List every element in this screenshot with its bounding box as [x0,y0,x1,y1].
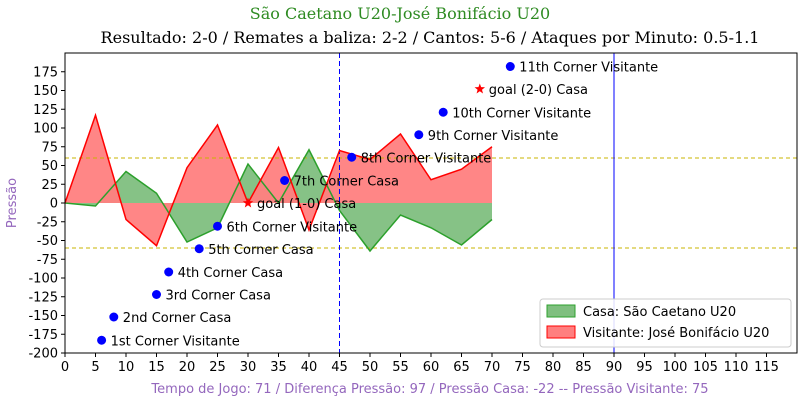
x-tick-label: 60 [423,360,440,375]
corner-marker [213,221,222,231]
y-tick-label: 150 [33,84,58,99]
x-tick-label: 90 [606,360,623,375]
corner-marker [414,130,424,140]
x-tick-label: 110 [724,360,749,375]
annotation-goal-1-0-casa: goal (1-0) Casa [257,197,356,212]
chart-title: São Caetano U20-José Bonifácio U20 [250,4,550,23]
series-line-casa [64,148,493,253]
corner-marker [505,62,515,71]
y-tick-label: -100 [28,272,58,287]
y-tick-label: -175 [28,328,58,343]
area-fill-casa [65,149,492,251]
x-axis-label: Tempo de Jogo: 71 / Diferença Pressão: 9… [150,382,708,397]
series-lines [64,112,493,253]
y-tick-label: -150 [28,309,58,324]
y-tick-label: 0 [50,197,58,212]
x-axis: 0 5 10 15 20 25 30 35 40 45 50 55 60 65 70 75 80 85 90 95 10… [61,353,779,375]
annotation-3rd-corner-casa: 3rd Corner Casa [166,289,271,304]
x-tick-label: 100 [663,360,688,375]
annotation-8th-corner-visitante: 8th Corner Visitante [361,151,492,166]
annotation-1st-corner-visitante: 1st Corner Visitante [111,334,240,349]
goal-marker [474,83,486,94]
y-axis-label: Pressão [5,178,20,228]
y-tick-label: -200 [28,347,58,362]
annotation-9th-corner-visitante: 9th Corner Visitante [428,129,559,144]
corner-marker [347,152,357,162]
chart-subtitle: Resultado: 2-0 / Remates a baliza: 2-2 /… [101,28,760,47]
x-tick-label: 10 [118,360,135,375]
x-tick-label: 80 [545,360,562,375]
area-fills [65,115,492,251]
y-tick-label: -50 [37,234,58,249]
corner-marker [438,107,448,117]
x-tick-label: 45 [331,360,348,375]
y-tick-label: 175 [33,65,58,80]
y-tick-label: 25 [41,178,58,193]
y-tick-label: -25 [37,215,58,230]
annotation-7th-corner-casa: 7th Corner Casa [294,175,399,190]
goal-marker [242,197,254,208]
y-axis: -200 -175 -150 -125 -100 -75 -50 -25 0 25 50 75 100 1… [28,65,65,362]
x-tick-label: 95 [636,360,653,375]
x-tick-label: 30 [240,360,257,375]
annotation-2nd-corner-casa: 2nd Corner Casa [123,311,232,326]
x-tick-label: 50 [362,360,379,375]
y-tick-label: -125 [28,290,58,305]
series-line-visitante [64,112,493,248]
legend-swatch-visitante [546,325,576,339]
x-tick-label: 15 [148,360,165,375]
annotation-6th-corner-visitante: 6th Corner Visitante [227,220,358,235]
y-tick-label: 50 [41,159,58,174]
corner-marker [194,244,204,254]
annotation-4th-corner-casa: 4th Corner Casa [178,266,283,281]
legend-label-casa: Casa: São Caetano U20 [583,305,736,320]
annotation-11th-corner-visitante: 11th Corner Visitante [519,61,658,76]
area-fill-visitante [65,115,492,246]
x-tick-label: 75 [514,360,531,375]
x-tick-label: 85 [575,360,592,375]
corner-marker [164,267,174,277]
x-tick-label: 20 [179,360,196,375]
x-tick-label: 25 [209,360,226,375]
y-tick-label: -75 [37,253,58,268]
x-tick-label: 70 [484,360,501,375]
x-tick-label: 105 [693,360,718,375]
y-tick-label: 75 [41,140,58,155]
x-tick-label: 55 [392,360,409,375]
x-tick-label: 65 [453,360,470,375]
legend-box [539,298,792,348]
y-tick-label: 125 [33,103,58,118]
legend-label-visitante: Visitante: José Bonifácio U20 [583,326,769,341]
corner-marker [280,176,290,185]
legend: Casa: São Caetano U20 Visitante: José Bo… [539,298,792,348]
x-tick-label: 5 [91,360,99,375]
x-tick-label: 0 [61,360,69,375]
corner-marker [152,290,161,299]
corner-marker [109,312,119,322]
y-tick-label: 100 [33,122,58,137]
annotation-goal-2-0-casa: goal (2-0) Casa [489,83,588,98]
annotation-5th-corner-casa: 5th Corner Casa [208,243,313,258]
annotation-10th-corner-visitante: 10th Corner Visitante [452,106,591,121]
x-tick-label: 35 [270,360,287,375]
event-annotations: 1st Corner Visitante 2nd Corner Casa 3rd C… [97,61,658,349]
x-tick-label: 115 [754,360,779,375]
legend-swatch-casa [546,304,576,318]
x-tick-label: 40 [301,360,318,375]
corner-marker [97,335,107,345]
